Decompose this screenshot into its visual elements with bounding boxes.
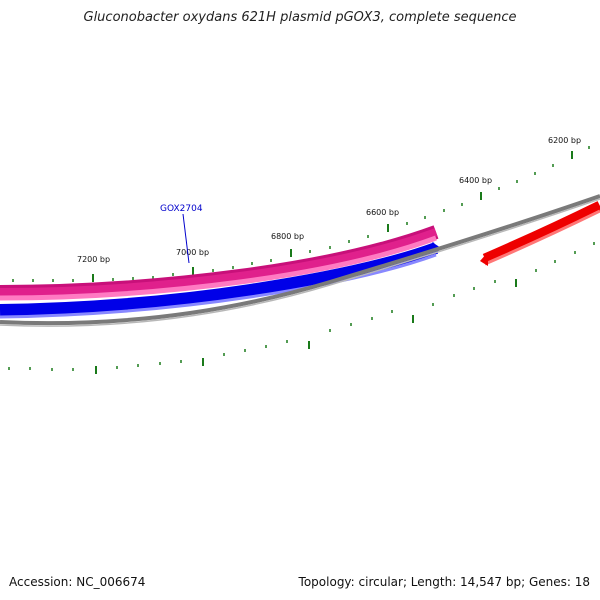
minor-ticks bbox=[12, 146, 590, 282]
gene-label-leader bbox=[182, 213, 190, 264]
tick-label-6400: 6400 bp bbox=[459, 176, 492, 185]
outer-minor-ticks bbox=[8, 242, 595, 371]
summary-text: Topology: circular; Length: 14,547 bp; G… bbox=[298, 575, 590, 589]
tick-label-6800: 6800 bp bbox=[271, 232, 304, 241]
gene-forward-magenta[interactable] bbox=[0, 225, 439, 301]
map-title: Gluconobacter oxydans 621H plasmid pGOX3… bbox=[83, 10, 517, 25]
gene-label-group[interactable]: GOX2704 bbox=[160, 204, 203, 264]
tick-label-6600: 6600 bp bbox=[366, 208, 399, 217]
inner-tick-ring: 7200 bp 7000 bp 6800 bp 6600 bp 6400 bp … bbox=[12, 136, 590, 282]
tick-label-7000: 7000 bp bbox=[176, 248, 209, 257]
outer-tick-ring bbox=[8, 242, 595, 374]
tick-label-6200: 6200 bp bbox=[548, 136, 581, 145]
backbone-ring bbox=[0, 194, 600, 327]
major-ticks bbox=[92, 151, 573, 282]
accession-text: Accession: NC_006674 bbox=[9, 575, 146, 589]
tick-label-7200: 7200 bp bbox=[77, 255, 110, 264]
gene-red[interactable] bbox=[480, 201, 600, 266]
red-gene-arrowhead bbox=[480, 252, 488, 266]
gene-label-gox2704[interactable]: GOX2704 bbox=[160, 204, 203, 214]
outer-major-ticks bbox=[95, 279, 517, 374]
